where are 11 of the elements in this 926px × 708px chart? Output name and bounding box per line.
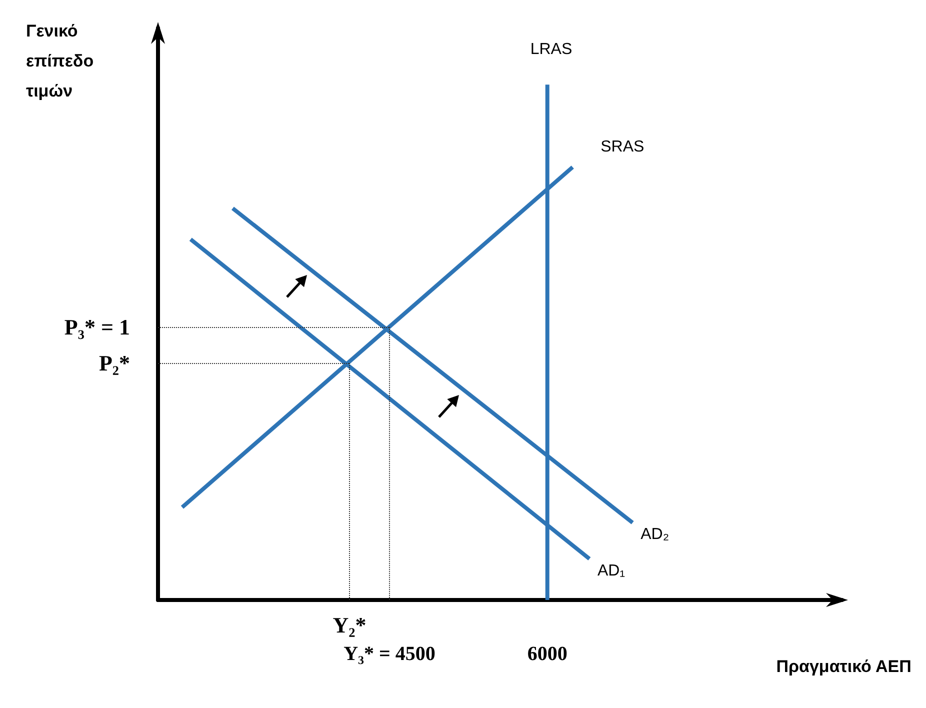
series-label: LRAS xyxy=(530,41,572,58)
ref-line-label: P₂* xyxy=(98,350,130,376)
ref-line-label: Y₂* xyxy=(332,612,366,638)
series-label: AD₁ xyxy=(597,562,626,580)
series-label: SRAS xyxy=(600,138,644,156)
x-tick-label: Y₃* = 4500 xyxy=(344,643,436,665)
ref-line-label: P₃* = 1 xyxy=(64,314,130,340)
y-axis-title: Γενικό επίπεδο τιμών xyxy=(26,22,94,100)
x-tick-label: 6000 xyxy=(527,643,568,665)
x-axis-title: Πραγματικό ΑΕΠ xyxy=(776,657,912,676)
series-label: AD₂ xyxy=(640,526,670,544)
